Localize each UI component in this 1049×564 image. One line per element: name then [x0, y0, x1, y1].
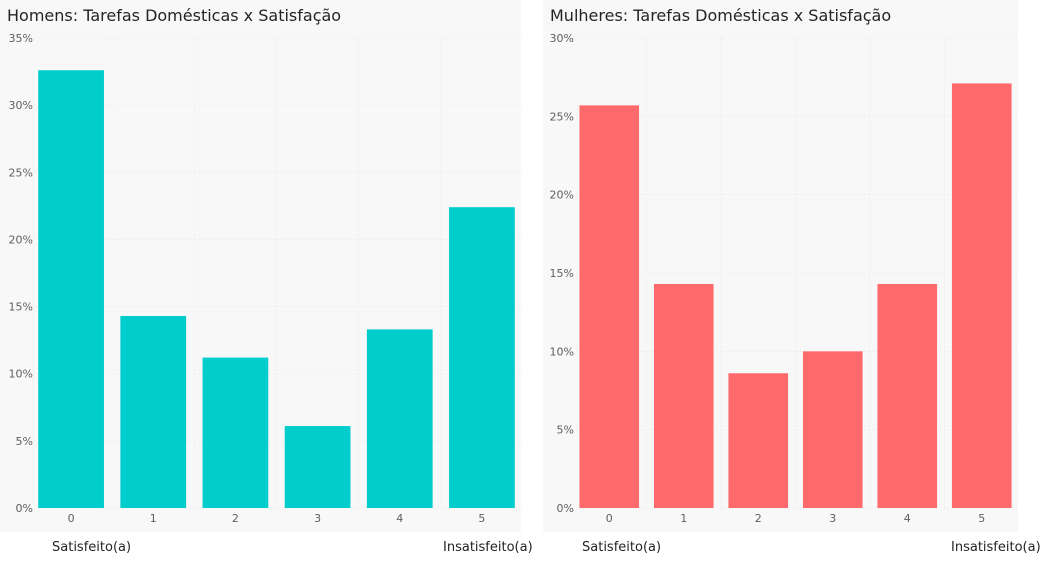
women-y-tick-label: 20%	[550, 189, 574, 202]
women-x-tick-label: 4	[904, 512, 911, 525]
women-satisfied-label: Satisfeito(a)	[582, 540, 662, 555]
men-bar-3[interactable]	[284, 426, 351, 508]
men-y-tick-label: 5%	[16, 435, 33, 448]
men-y-tick-label: 25%	[9, 166, 33, 179]
men-bar-0[interactable]	[38, 70, 104, 508]
women-x-tick-label: 2	[755, 512, 762, 525]
men-bar-4[interactable]	[366, 329, 433, 508]
women-bar-5[interactable]	[951, 83, 1012, 508]
women-y-tick-label: 5%	[557, 424, 574, 437]
men-dissatisfied-label: Insatisfeito(a)	[443, 540, 533, 555]
men-y-tick-label: 20%	[9, 233, 33, 246]
women-bar-0[interactable]	[579, 105, 640, 508]
women-bar-chart: 0% 5% 10% 15% 20% 25% 30% 0 1 2 3 4 5	[550, 32, 1019, 525]
men-chart-title: Homens: Tarefas Domésticas x Satisfação	[7, 6, 342, 25]
women-y-tick-label: 15%	[550, 267, 574, 280]
women-x-tick-label: 1	[680, 512, 687, 525]
men-bar-5[interactable]	[449, 207, 515, 508]
men-x-tick-label: 2	[232, 512, 239, 525]
men-chart-panel: Homens: Tarefas Domésticas x Satisfação …	[0, 0, 523, 532]
men-bar-chart: 0% 5% 10% 15% 20% 25% 30% 35% 0 1 2 3 4 5	[9, 32, 523, 525]
men-x-tick-label: 1	[150, 512, 157, 525]
men-y-tick-label: 10%	[9, 368, 33, 381]
men-satisfied-label: Satisfeito(a)	[52, 540, 132, 555]
women-y-tick-label: 25%	[550, 110, 574, 123]
men-y-tick-label: 35%	[9, 32, 33, 45]
women-bar-2[interactable]	[728, 373, 789, 508]
women-bar-3[interactable]	[802, 351, 863, 508]
women-y-tick-label: 10%	[550, 345, 574, 358]
women-dissatisfied-label: Insatisfeito(a)	[951, 540, 1041, 555]
women-x-tick-label: 0	[606, 512, 613, 525]
women-y-tick-label: 0%	[557, 502, 574, 515]
men-x-tick-label: 5	[478, 512, 485, 525]
women-bar-1[interactable]	[653, 283, 714, 508]
men-bar-1[interactable]	[120, 315, 187, 508]
women-chart-title: Mulheres: Tarefas Domésticas x Satisfaçã…	[550, 6, 892, 25]
women-y-tick-label: 30%	[550, 32, 574, 45]
men-x-tick-label: 0	[68, 512, 75, 525]
men-y-tick-label: 0%	[16, 502, 33, 515]
women-x-tick-label: 3	[829, 512, 836, 525]
men-y-tick-label: 30%	[9, 99, 33, 112]
women-chart-panel: Mulheres: Tarefas Domésticas x Satisfaçã…	[543, 0, 1019, 532]
women-x-tick-label: 5	[978, 512, 985, 525]
women-bar-4[interactable]	[877, 283, 938, 508]
men-bar-2[interactable]	[202, 357, 269, 508]
men-x-tick-label: 3	[314, 512, 321, 525]
men-y-tick-label: 15%	[9, 301, 33, 314]
men-x-tick-label: 4	[396, 512, 403, 525]
